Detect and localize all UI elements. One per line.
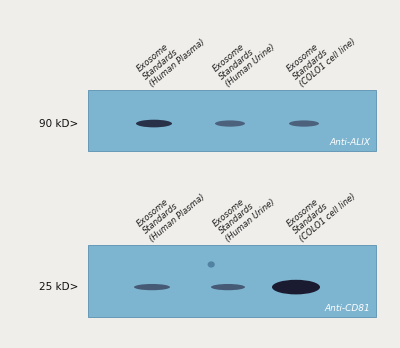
Text: 25 kD>: 25 kD>: [39, 282, 78, 292]
Bar: [88, 245, 376, 317]
Ellipse shape: [215, 120, 245, 127]
Text: Exosome
Standards
(Human Plasma): Exosome Standards (Human Plasma): [135, 177, 207, 244]
Ellipse shape: [134, 284, 170, 290]
Text: Anti-ALIX: Anti-ALIX: [329, 138, 370, 147]
Text: Exosome
Standards
(Human Urine): Exosome Standards (Human Urine): [211, 27, 277, 89]
Ellipse shape: [289, 120, 319, 127]
Text: Anti-CD81: Anti-CD81: [324, 303, 370, 313]
Text: Exosome
Standards
(COLO1 cell line): Exosome Standards (COLO1 cell line): [285, 21, 358, 89]
Ellipse shape: [211, 284, 245, 290]
Text: 90 kD>: 90 kD>: [39, 119, 78, 128]
Text: Exosome
Standards
(Human Plasma): Exosome Standards (Human Plasma): [135, 22, 207, 89]
Text: Exosome
Standards
(COLO1 cell line): Exosome Standards (COLO1 cell line): [285, 176, 358, 244]
Bar: [88, 90, 376, 151]
Ellipse shape: [136, 120, 172, 127]
Ellipse shape: [272, 280, 320, 294]
Circle shape: [208, 261, 215, 268]
Text: Exosome
Standards
(Human Urine): Exosome Standards (Human Urine): [211, 182, 277, 244]
